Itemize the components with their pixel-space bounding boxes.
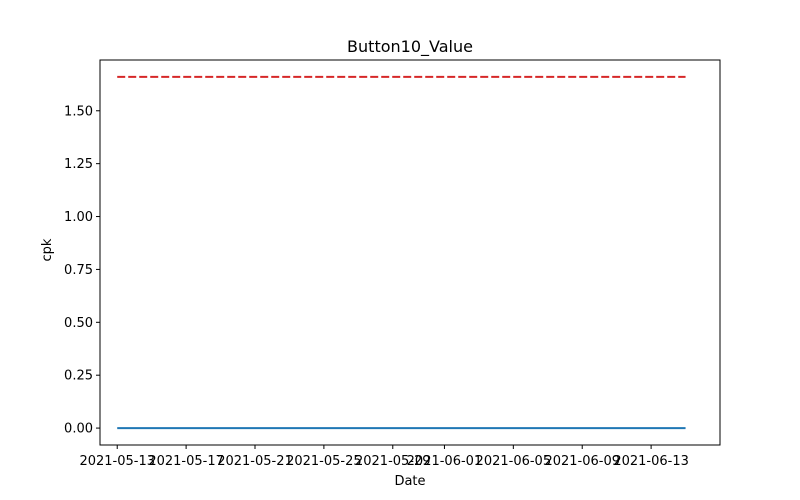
x-tick-label: 2021-06-13 xyxy=(613,454,689,469)
x-tick-label: 2021-05-13 xyxy=(79,454,155,469)
x-tick-label: 2021-05-21 xyxy=(217,454,293,469)
plot-frame xyxy=(99,59,721,446)
y-tick-label: 1.25 xyxy=(64,157,93,172)
y-tick-label: 0.25 xyxy=(64,369,93,384)
x-tick-label: 2021-05-25 xyxy=(286,454,362,469)
y-tick-label: 1.50 xyxy=(64,104,93,119)
y-axis-label: cpk xyxy=(40,238,55,261)
chart-title: Button10_Value xyxy=(347,37,473,57)
x-tick-label: 2021-05-29 xyxy=(355,454,431,469)
x-tick-label: 2021-06-09 xyxy=(544,454,620,469)
y-tick-label: 1.00 xyxy=(64,210,93,225)
y-tick-label: 0.75 xyxy=(64,263,93,278)
x-tick-label: 2021-06-05 xyxy=(476,454,552,469)
x-tick-label: 2021-05-17 xyxy=(148,454,224,469)
y-tick-label: 0.00 xyxy=(64,422,93,437)
y-tick-label: 0.50 xyxy=(64,316,93,331)
x-axis-label: Date xyxy=(394,474,425,489)
x-tick-label: 2021-06-01 xyxy=(407,454,483,469)
